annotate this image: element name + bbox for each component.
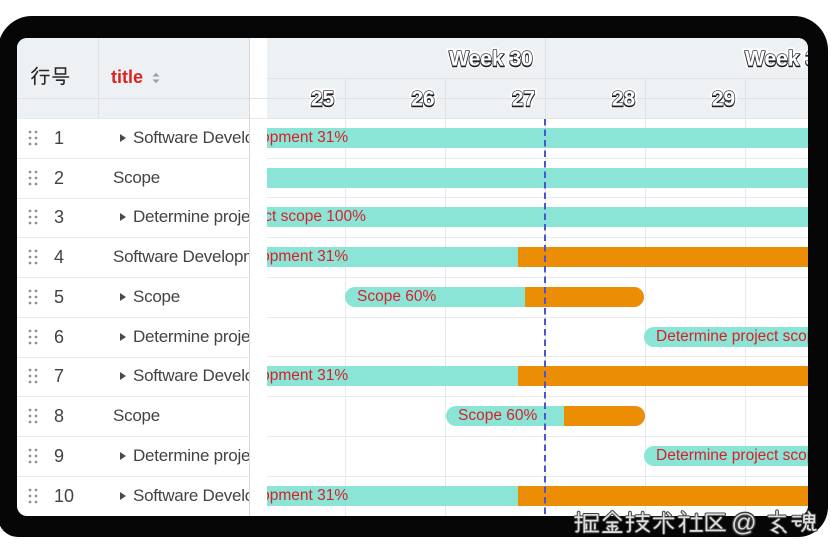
svg-text:Week 30: Week 30: [449, 49, 533, 72]
svg-text:25: 25: [311, 89, 335, 112]
svg-text:29: 29: [712, 89, 735, 112]
svg-text:28: 28: [612, 89, 636, 112]
svg-text:Week 31: Week 31: [745, 48, 808, 71]
svg-text:27: 27: [512, 88, 535, 111]
svg-text:@: @: [731, 509, 757, 537]
svg-text:25: 25: [311, 88, 335, 111]
svg-text:26: 26: [411, 89, 434, 112]
svg-text:26: 26: [411, 88, 434, 111]
svg-text:25: 25: [311, 88, 335, 111]
svg-text:29: 29: [712, 88, 735, 111]
svg-text:27: 27: [512, 89, 535, 112]
svg-text:Week 30: Week 30: [449, 48, 533, 71]
svg-text:27: 27: [512, 88, 535, 111]
svg-text:Week 30: Week 30: [449, 48, 533, 71]
svg-text:26: 26: [411, 88, 434, 111]
svg-text:29: 29: [712, 88, 735, 111]
svg-text:Week 31: Week 31: [745, 48, 808, 71]
svg-text:28: 28: [612, 88, 636, 111]
svg-text:28: 28: [612, 88, 636, 111]
svg-text:Week 31: Week 31: [745, 49, 808, 72]
